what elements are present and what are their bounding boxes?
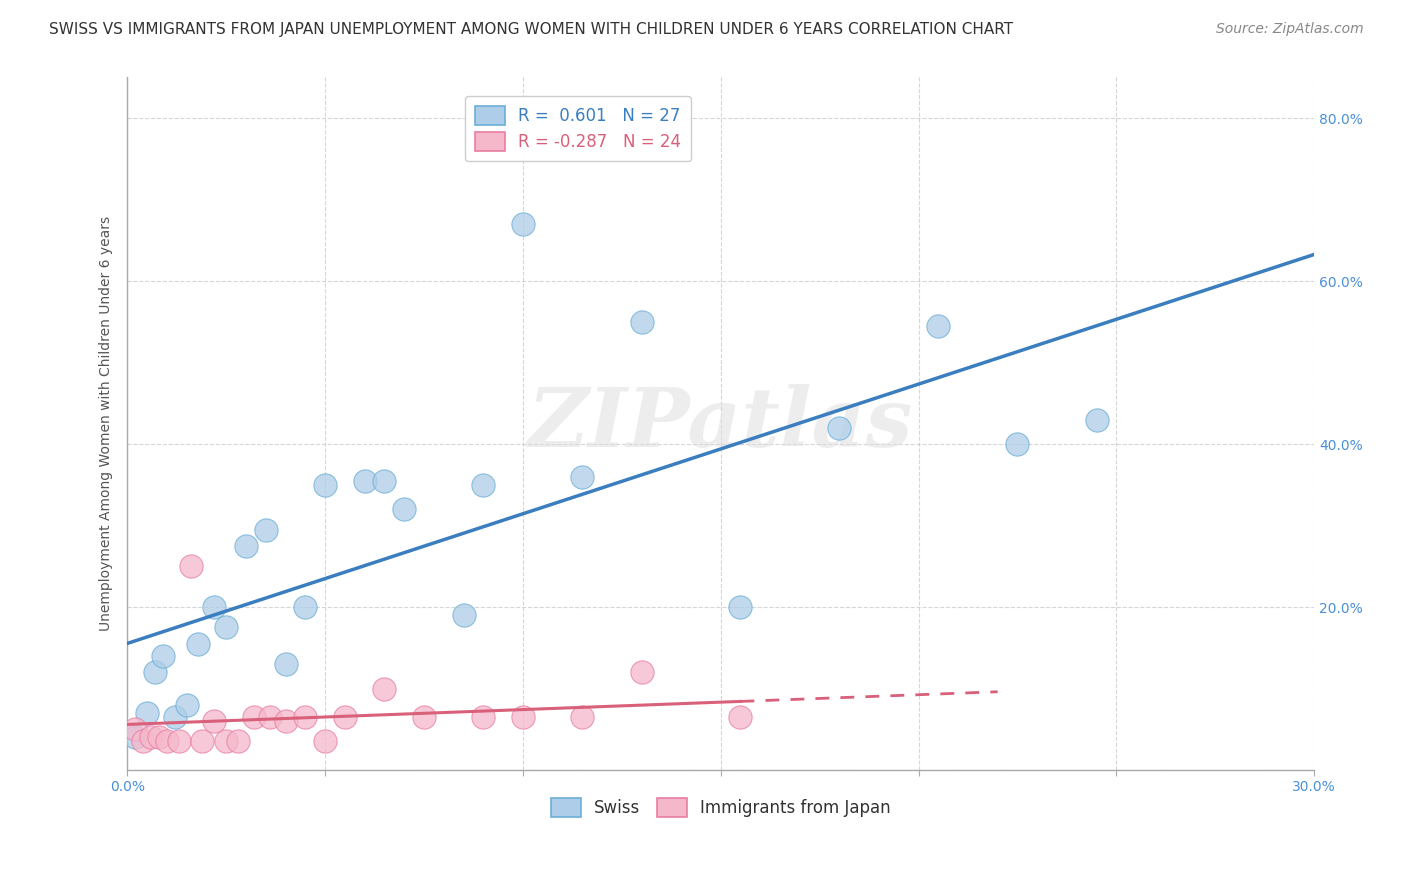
Point	[413, 710, 436, 724]
Point	[294, 600, 316, 615]
Point	[143, 665, 166, 680]
Point	[274, 657, 297, 671]
Point	[202, 600, 225, 615]
Point	[156, 734, 179, 748]
Point	[176, 698, 198, 712]
Y-axis label: Unemployment Among Women with Children Under 6 years: Unemployment Among Women with Children U…	[100, 216, 114, 632]
Point	[148, 731, 170, 745]
Point	[333, 710, 356, 724]
Text: SWISS VS IMMIGRANTS FROM JAPAN UNEMPLOYMENT AMONG WOMEN WITH CHILDREN UNDER 6 YE: SWISS VS IMMIGRANTS FROM JAPAN UNEMPLOYM…	[49, 22, 1014, 37]
Point	[512, 710, 534, 724]
Point	[373, 474, 395, 488]
Point	[259, 710, 281, 724]
Point	[512, 217, 534, 231]
Point	[730, 600, 752, 615]
Point	[392, 502, 415, 516]
Point	[139, 731, 162, 745]
Point	[235, 539, 257, 553]
Point	[215, 734, 238, 748]
Point	[571, 710, 593, 724]
Point	[472, 710, 495, 724]
Point	[314, 478, 336, 492]
Point	[571, 469, 593, 483]
Point	[1007, 437, 1029, 451]
Point	[453, 608, 475, 623]
Point	[191, 734, 214, 748]
Point	[373, 681, 395, 696]
Point	[124, 731, 146, 745]
Point	[243, 710, 266, 724]
Point	[187, 637, 209, 651]
Point	[132, 734, 155, 748]
Point	[136, 706, 159, 720]
Point	[124, 723, 146, 737]
Point	[215, 620, 238, 634]
Point	[226, 734, 249, 748]
Point	[152, 648, 174, 663]
Point	[630, 665, 652, 680]
Point	[294, 710, 316, 724]
Point	[254, 523, 277, 537]
Point	[472, 478, 495, 492]
Text: ZIPatlas: ZIPatlas	[527, 384, 914, 464]
Point	[828, 421, 851, 435]
Text: Source: ZipAtlas.com: Source: ZipAtlas.com	[1216, 22, 1364, 37]
Point	[1085, 412, 1108, 426]
Legend: Swiss, Immigrants from Japan: Swiss, Immigrants from Japan	[544, 791, 897, 824]
Point	[274, 714, 297, 728]
Point	[314, 734, 336, 748]
Point	[167, 734, 190, 748]
Point	[353, 474, 375, 488]
Point	[630, 315, 652, 329]
Point	[202, 714, 225, 728]
Point	[730, 710, 752, 724]
Point	[163, 710, 186, 724]
Point	[180, 559, 202, 574]
Point	[927, 318, 949, 333]
